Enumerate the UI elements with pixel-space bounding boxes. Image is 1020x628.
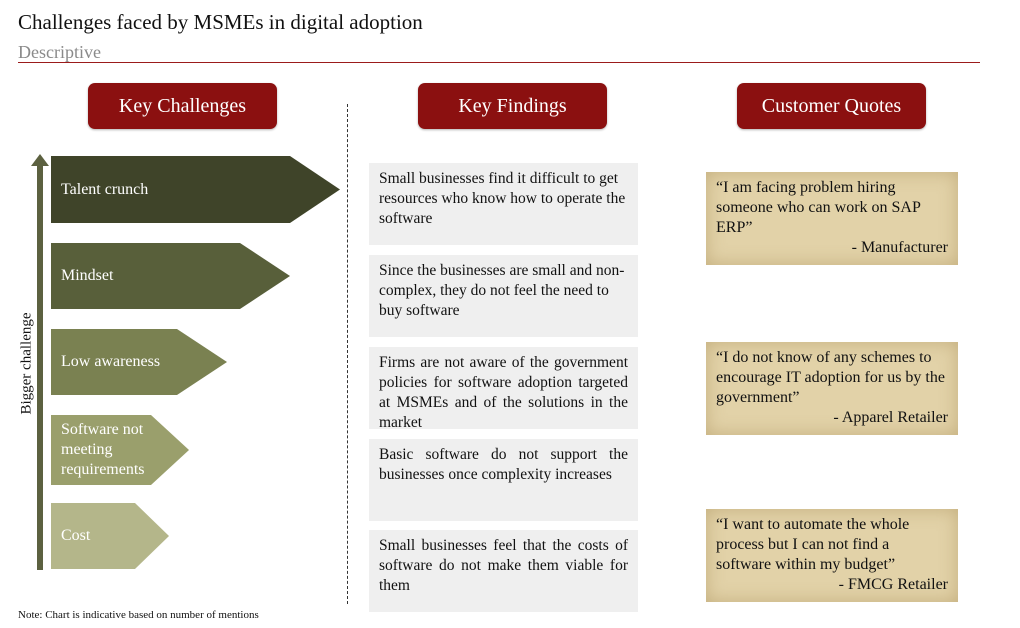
page-subtitle: Descriptive — [18, 42, 101, 62]
challenge-low-awareness: Low awareness — [51, 329, 227, 395]
challenge-talent-crunch: Talent crunch — [51, 156, 340, 223]
title-divider — [18, 62, 980, 63]
footnote: Note: Chart is indicative based on numbe… — [18, 609, 259, 621]
challenge-cost: Cost — [51, 503, 169, 569]
challenge-label: Software not meeting requirements — [61, 421, 145, 478]
axis-label: Bigger challenge — [18, 312, 35, 415]
quote-source: - Manufacturer — [851, 239, 948, 256]
bigger-challenge-arrow-icon — [31, 154, 49, 570]
quote-source: - Apparel Retailer — [833, 409, 948, 426]
challenge-label: Low awareness — [61, 353, 161, 370]
finding-software-not-meeting-requirements: Basic software do not support the busine… — [369, 439, 638, 521]
challenge-software-not-meeting-requirements: Software not meeting requirements — [51, 415, 189, 485]
challenge-label: Cost — [61, 527, 91, 544]
page-title: Challenges faced by MSMEs in digital ado… — [18, 10, 423, 34]
column-separator — [347, 104, 348, 604]
key-challenges-header: Key Challenges — [88, 83, 277, 129]
finding-mindset: Since the businesses are small and non-c… — [369, 255, 638, 337]
quote-apparel-retailer: “I do not know of any schemes to encoura… — [706, 342, 958, 435]
quote-source: - FMCG Retailer — [838, 576, 948, 593]
quote-text: “I want to automate the whole process bu… — [716, 516, 910, 573]
challenge-label: Talent crunch — [61, 180, 149, 198]
quote-manufacturer: “I am facing problem hiring someone who … — [706, 172, 958, 265]
quote-text: “I am facing problem hiring someone who … — [716, 179, 921, 236]
finding-talent-crunch: Small businesses find it difficult to ge… — [369, 163, 638, 245]
finding-cost: Small businesses feel that the costs of … — [369, 530, 638, 612]
key-findings-header: Key Findings — [418, 83, 607, 129]
customer-quotes-header: Customer Quotes — [737, 83, 926, 129]
challenge-label: Mindset — [61, 267, 114, 284]
quote-fmcg-retailer: “I want to automate the whole process bu… — [706, 509, 958, 602]
finding-low-awareness: Firms are not aware of the government po… — [369, 347, 638, 431]
challenge-mindset: Mindset — [51, 243, 290, 309]
quote-text: “I do not know of any schemes to encoura… — [716, 349, 945, 406]
